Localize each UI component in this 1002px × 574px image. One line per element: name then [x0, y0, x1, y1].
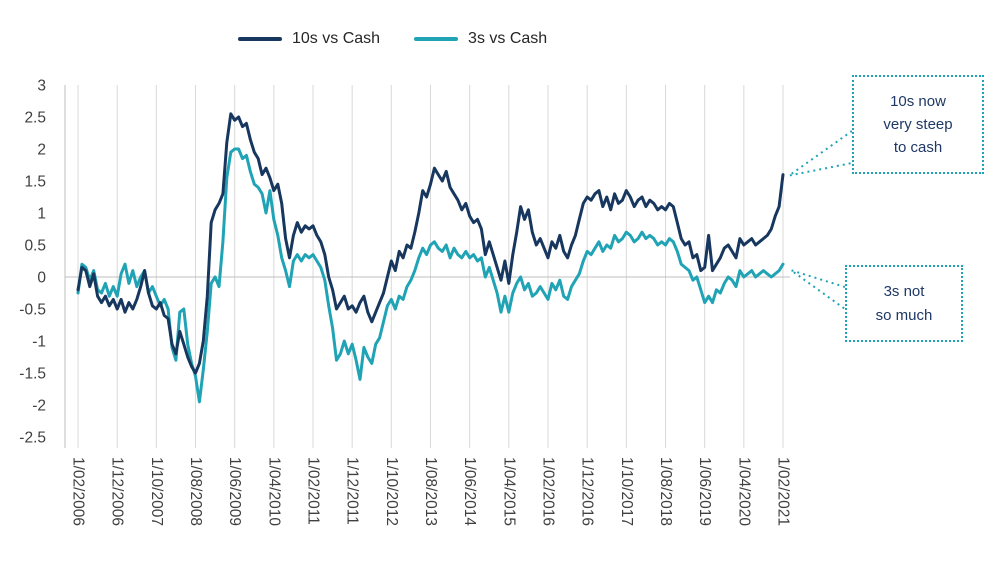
legend-label-3s: 3s vs Cash	[468, 30, 548, 47]
x-tick-label: 1/10/2012	[383, 457, 400, 526]
callout-tail	[790, 269, 846, 310]
x-tick-label: 1/02/2021	[775, 457, 792, 526]
series-line-3s-vs-cash	[76, 147, 785, 404]
legend-item-10s-vs-cash: 10s vs Cash	[238, 30, 380, 48]
callout-10s-steep: 10s now very steep to cash	[852, 75, 984, 174]
callout-3s-not-so-much: 3s not so much	[845, 265, 963, 342]
y-tick-label: 1.5	[24, 174, 46, 191]
legend-swatch-10s	[238, 37, 282, 41]
callout-10s-line-3: to cash	[893, 139, 943, 157]
callout-10s-line-2: very steep	[883, 115, 953, 133]
x-tick-label: 1/06/2009	[226, 457, 243, 526]
y-tick-label: -0.5	[19, 302, 46, 319]
x-tick-label: 1/06/2019	[696, 457, 713, 526]
x-tick-label: 1/04/2015	[500, 457, 517, 526]
y-tick-label: 0	[37, 270, 46, 287]
x-tick-label: 1/10/2007	[148, 457, 165, 526]
x-tick-label: 1/02/2006	[70, 457, 87, 526]
legend-swatch-3s	[414, 37, 459, 41]
callout-tail	[788, 130, 853, 177]
callout-3s-line-1: 3s not	[883, 283, 925, 301]
y-tick-label: 2.5	[24, 110, 46, 127]
legend-label-10s: 10s vs Cash	[292, 30, 381, 47]
x-tick-label: 1/12/2011	[344, 457, 361, 525]
x-tick-label: 1/02/2011	[305, 457, 322, 525]
x-tick-label: 1/08/2018	[657, 457, 674, 526]
callout-3s-line-2: so much	[875, 306, 933, 324]
x-tick-label: 1/04/2020	[735, 457, 752, 526]
y-tick-label: -2	[32, 398, 46, 415]
x-tick-label: 1/12/2016	[579, 457, 596, 526]
chart-legend: 10s vs Cash 3s vs Cash	[238, 30, 547, 48]
y-tick-label: 2	[37, 142, 46, 159]
y-tick-label: -2.5	[19, 430, 46, 447]
legend-item-3s-vs-cash: 3s vs Cash	[414, 30, 547, 48]
x-tick-label: 1/08/2013	[422, 457, 439, 526]
x-tick-label: 1/08/2008	[187, 457, 204, 526]
callout-10s-line-1: 10s now	[890, 92, 946, 110]
x-tick-label: 1/04/2010	[265, 457, 282, 526]
y-tick-label: 1	[37, 206, 46, 223]
x-tick-label: 1/06/2014	[461, 457, 478, 526]
y-tick-label: -1	[32, 334, 46, 351]
x-tick-label: 1/10/2017	[618, 457, 635, 526]
x-tick-label: 1/12/2006	[109, 457, 126, 526]
x-tick-label: 1/02/2016	[540, 457, 557, 526]
y-tick-label: 0.5	[24, 238, 46, 255]
y-tick-label: 3	[37, 78, 46, 95]
series-line-10s-vs-cash	[76, 112, 785, 375]
y-tick-label: -1.5	[19, 366, 46, 383]
